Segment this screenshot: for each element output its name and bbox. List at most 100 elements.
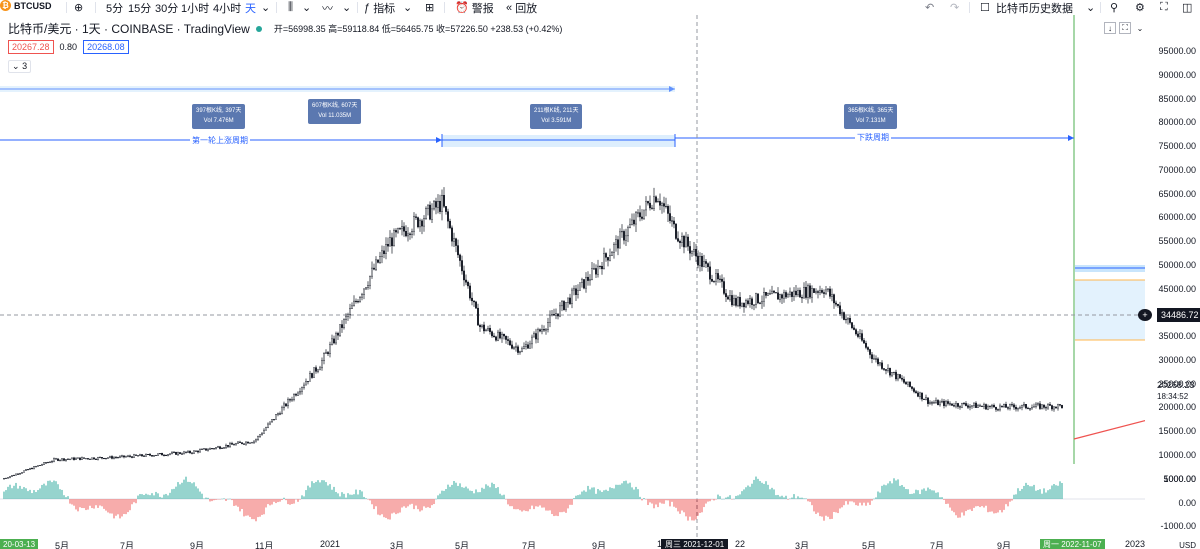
- candle-body: [907, 381, 910, 385]
- line-chart-icon[interactable]: 〰: [322, 2, 333, 15]
- price-tick-label: 75000.00: [1158, 141, 1196, 151]
- time-tick-label: 2021: [320, 539, 341, 549]
- osc-bar: [143, 494, 145, 499]
- interval-15m[interactable]: 15分: [128, 2, 152, 15]
- candle-body: [469, 285, 472, 299]
- osc-bar: [135, 499, 137, 504]
- time-tick-label: 9月: [592, 541, 607, 549]
- osc-bar: [213, 499, 215, 501]
- osc-bar: [39, 488, 41, 499]
- callout-3-vol: Vol 3.591M: [541, 117, 572, 124]
- osc-bar: [1059, 481, 1061, 499]
- candle-type-icon[interactable]: ⫼: [288, 1, 294, 13]
- interval-1h[interactable]: 1小时: [181, 2, 210, 15]
- candle-body: [633, 219, 636, 225]
- candle-body: [705, 261, 708, 264]
- osc-bar: [957, 499, 959, 518]
- scroll-down-icon[interactable]: ↓: [1104, 22, 1116, 34]
- candle-body: [527, 344, 530, 349]
- osc-bar: [343, 493, 345, 499]
- collapse-indicators-button[interactable]: ⌄ 3: [8, 60, 32, 73]
- candle-body: [1028, 408, 1031, 410]
- osc-bar: [849, 499, 851, 502]
- osc-bar: [941, 497, 943, 499]
- osc-bar: [349, 494, 351, 499]
- osc-bar: [841, 499, 843, 508]
- interval-dropdown-icon[interactable]: ⌄: [261, 2, 271, 14]
- candle-body: [811, 288, 814, 298]
- indicator-values: 20267.28 0.80 20268.08: [8, 40, 129, 54]
- candle-body: [573, 288, 576, 291]
- candle-body: [735, 298, 738, 306]
- add-compare-icon[interactable]: ⊕: [74, 2, 84, 14]
- replay-button[interactable]: « 回放: [506, 0, 537, 15]
- candle-body: [869, 349, 872, 355]
- osc-bar: [259, 499, 261, 517]
- interval-30m[interactable]: 30分: [155, 2, 179, 15]
- symbol-button[interactable]: ₿ BTCUSD: [0, 0, 52, 11]
- candle-body: [341, 324, 344, 328]
- alert-button[interactable]: ⏰ 警报: [455, 0, 494, 15]
- osc-bar: [667, 499, 669, 501]
- osc-bar: [873, 498, 875, 500]
- candle-body: [727, 296, 730, 300]
- candle-body: [94, 458, 97, 460]
- candle-body: [359, 296, 362, 302]
- interval-4h[interactable]: 4小时: [213, 2, 242, 15]
- candle-body: [483, 324, 486, 332]
- indicators-button[interactable]: ƒ 指标: [364, 0, 395, 15]
- osc-bar: [769, 489, 771, 499]
- interval-5m[interactable]: 5分: [106, 2, 124, 15]
- candle-body: [585, 276, 588, 289]
- osc-bar: [307, 485, 309, 499]
- osc-bar: [893, 478, 895, 499]
- osc-bar: [47, 480, 49, 499]
- price-chart[interactable]: [0, 15, 1145, 549]
- templates-icon[interactable]: ⊞: [425, 2, 435, 14]
- line-dropdown-icon[interactable]: ⌄: [342, 2, 352, 14]
- osc-bar: [69, 499, 71, 504]
- candle-body: [547, 322, 550, 330]
- price-axis[interactable]: 95000.00 90000.00 85000.00 80000.00 75000.00…: [1145, 15, 1200, 549]
- settings-icon[interactable]: ⚙: [1135, 2, 1145, 14]
- redo-icon[interactable]: ↷: [950, 2, 960, 14]
- history-button[interactable]: ☐ 比特币历史数据: [980, 0, 1073, 15]
- more-icon[interactable]: ⌄: [1134, 22, 1146, 34]
- history-dropdown-icon[interactable]: ⌄: [1086, 2, 1096, 14]
- osc-bar: [609, 487, 611, 499]
- osc-bar: [521, 499, 523, 512]
- candle-body: [240, 442, 243, 444]
- fit-screen-icon[interactable]: ⛶: [1119, 22, 1131, 34]
- osc-bar: [607, 490, 609, 499]
- indicators-dropdown-icon[interactable]: ⌄: [403, 2, 413, 14]
- osc-bar: [975, 499, 977, 507]
- alert-label: 警报: [471, 2, 494, 15]
- add-alert-icon[interactable]: +: [1138, 309, 1152, 321]
- candle-body: [427, 204, 430, 209]
- osc-bar: [979, 499, 981, 508]
- osc-bar: [411, 499, 413, 504]
- candle-body: [959, 406, 962, 408]
- osc-bar: [533, 499, 535, 510]
- candle-body: [383, 250, 386, 254]
- osc-bar: [299, 499, 301, 500]
- interval-1d[interactable]: 天: [245, 2, 256, 15]
- chart-type-dropdown-icon[interactable]: ⌄: [302, 2, 312, 14]
- candle-body: [164, 455, 167, 457]
- candle-body: [82, 457, 85, 459]
- snapshot-icon[interactable]: ◫: [1182, 2, 1193, 14]
- time-axis[interactable]: 5月 7月 9月 11月 2021 3月 5月 7月 9月 1 22 3月 5月 7月 9月 2023: [0, 539, 1145, 549]
- osc-bar: [287, 499, 289, 505]
- search-icon[interactable]: ⚲: [1110, 2, 1119, 14]
- osc-bar: [303, 496, 305, 499]
- fullscreen-icon[interactable]: ⛶: [1160, 1, 1168, 13]
- candle-body: [283, 403, 286, 409]
- candle-body: [112, 457, 115, 459]
- candle-body: [655, 196, 658, 203]
- candle-body: [599, 265, 602, 267]
- undo-icon[interactable]: ↶: [925, 2, 935, 14]
- osc-bar: [703, 499, 705, 508]
- osc-bar: [63, 495, 65, 499]
- currency-label[interactable]: USD: [1179, 541, 1196, 549]
- candle-body: [629, 224, 632, 228]
